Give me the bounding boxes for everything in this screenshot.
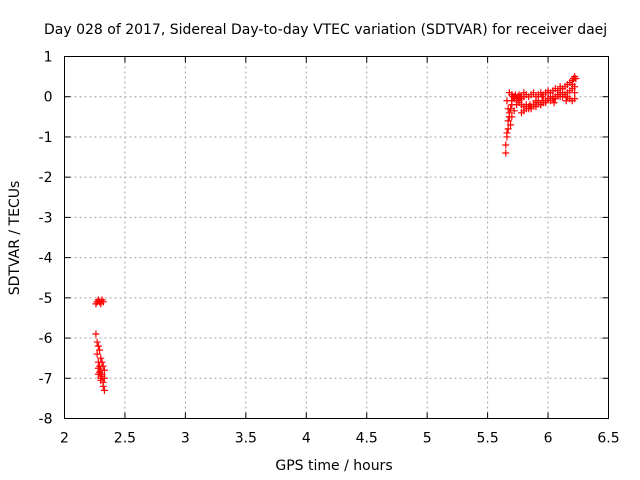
- data-point: [571, 95, 579, 103]
- data-point: [98, 372, 106, 380]
- x-tick-label: 4.5: [356, 431, 378, 447]
- data-point: [568, 81, 576, 89]
- data-point: [99, 362, 107, 370]
- data-point: [93, 338, 101, 346]
- y-tick-label: -1: [39, 130, 53, 146]
- x-tick-label: 5.5: [476, 431, 498, 447]
- data-point: [526, 101, 534, 109]
- data-points: [92, 73, 580, 394]
- y-axis-label: SDTVAR / TECUs: [7, 181, 23, 296]
- y-tick-label: -8: [39, 412, 53, 428]
- x-tick-label: 6.5: [597, 431, 619, 447]
- data-point: [502, 149, 510, 157]
- data-point: [515, 97, 523, 105]
- data-point: [504, 125, 512, 133]
- y-tick-label: -2: [39, 170, 53, 186]
- data-point: [551, 95, 559, 103]
- data-point: [98, 358, 106, 366]
- data-point: [556, 93, 564, 101]
- data-point: [510, 107, 518, 115]
- data-point: [550, 99, 558, 107]
- data-point: [532, 103, 540, 111]
- data-point: [517, 93, 525, 101]
- data-point: [92, 330, 100, 338]
- chart-title: Day 028 of 2017, Sidereal Day-to-day VTE…: [44, 22, 607, 38]
- data-point: [530, 89, 538, 97]
- x-tick-label: 3: [181, 431, 190, 447]
- data-point: [504, 105, 512, 113]
- grid-lines: [64, 56, 609, 419]
- data-point: [100, 366, 108, 374]
- data-point: [542, 99, 550, 107]
- data-point: [96, 368, 104, 376]
- data-point: [532, 97, 540, 105]
- data-point: [94, 342, 102, 350]
- data-point: [99, 298, 107, 306]
- y-tick-label: 1: [44, 50, 53, 66]
- y-tick-label: 0: [44, 90, 53, 106]
- data-point: [527, 105, 535, 113]
- x-tick-label: 3.5: [235, 431, 257, 447]
- y-tick-label: -6: [39, 331, 53, 347]
- data-point: [546, 97, 554, 105]
- data-point: [544, 89, 552, 97]
- x-tick-label: 6: [544, 431, 553, 447]
- data-point: [94, 364, 102, 372]
- data-point: [556, 85, 564, 93]
- data-point: [513, 101, 521, 109]
- x-axis-tick-labels: 2 2.5 3 3.5 4 4.5 5 5.5 6 6.5: [60, 431, 620, 447]
- data-point: [572, 75, 580, 83]
- data-point: [97, 354, 105, 362]
- data-point: [537, 101, 545, 109]
- data-point: [508, 91, 516, 99]
- x-tick-label: 5: [423, 431, 432, 447]
- data-point: [520, 89, 528, 97]
- data-point: [503, 97, 511, 105]
- x-tick-label: 2: [60, 431, 69, 447]
- data-point: [93, 350, 101, 358]
- data-point: [507, 121, 515, 129]
- data-point: [503, 129, 511, 137]
- data-point: [100, 386, 108, 394]
- y-tick-label: -4: [39, 251, 53, 267]
- plot-frame: [64, 56, 609, 419]
- y-tick-label: -3: [39, 210, 53, 226]
- y-tick-label: -7: [39, 371, 53, 387]
- x-tick-label: 2.5: [114, 431, 136, 447]
- data-point: [508, 113, 516, 121]
- x-axis-label: GPS time / hours: [275, 458, 392, 474]
- data-point: [97, 376, 105, 384]
- data-point: [502, 141, 510, 149]
- data-point: [504, 117, 512, 125]
- y-tick-label: -5: [39, 291, 53, 307]
- data-point: [99, 382, 107, 390]
- data-point: [562, 97, 570, 105]
- x-tick-label: 4: [302, 431, 311, 447]
- y-axis-tick-labels: -8 -7 -6 -5 -4 -3 -2 -1 0 1: [39, 50, 53, 428]
- data-point: [96, 346, 104, 354]
- data-point: [538, 93, 546, 101]
- data-point: [571, 89, 579, 97]
